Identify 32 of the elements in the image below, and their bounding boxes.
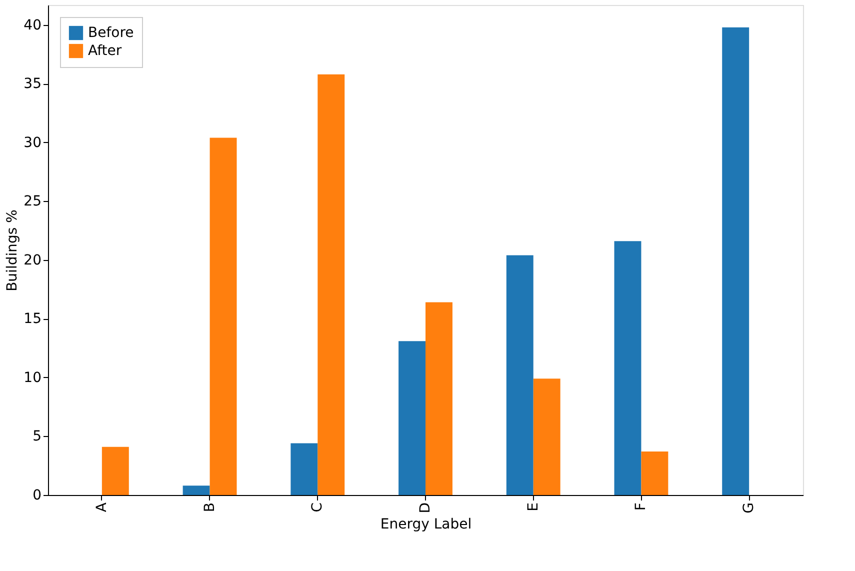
bar (210, 138, 237, 495)
x-tick-label: F (633, 502, 650, 511)
y-tick-label: 40 (24, 17, 42, 34)
x-tick-label: G (741, 502, 758, 514)
bar (398, 341, 426, 495)
x-tick-label: D (418, 502, 434, 514)
y-tick-label: 10 (24, 370, 42, 386)
bar (318, 74, 345, 495)
y-tick-label: 30 (24, 134, 42, 151)
y-axis-title: Buildings % (4, 210, 21, 292)
bar (426, 302, 452, 495)
bar (506, 255, 534, 495)
bar (182, 486, 210, 495)
legend-label: After (88, 43, 122, 59)
y-tick-label: 5 (32, 428, 42, 445)
y-tick-label: 35 (24, 76, 42, 92)
bar (722, 27, 750, 495)
x-axis-title: Energy Label (380, 516, 472, 532)
y-tick-label: 25 (24, 194, 42, 210)
y-tick-label: 15 (24, 311, 42, 328)
x-tick-label: E (525, 502, 542, 512)
x-tick-label: B (202, 502, 218, 512)
y-tick-label: 0 (32, 488, 42, 504)
bar (614, 241, 642, 495)
x-tick-label: A (94, 502, 110, 512)
y-tick-label: 20 (24, 252, 42, 268)
bar (533, 378, 560, 495)
bar (641, 452, 668, 495)
legend-label: Before (88, 25, 134, 41)
bar (102, 446, 129, 495)
bar (290, 443, 318, 495)
x-tick-label: C (310, 502, 326, 512)
